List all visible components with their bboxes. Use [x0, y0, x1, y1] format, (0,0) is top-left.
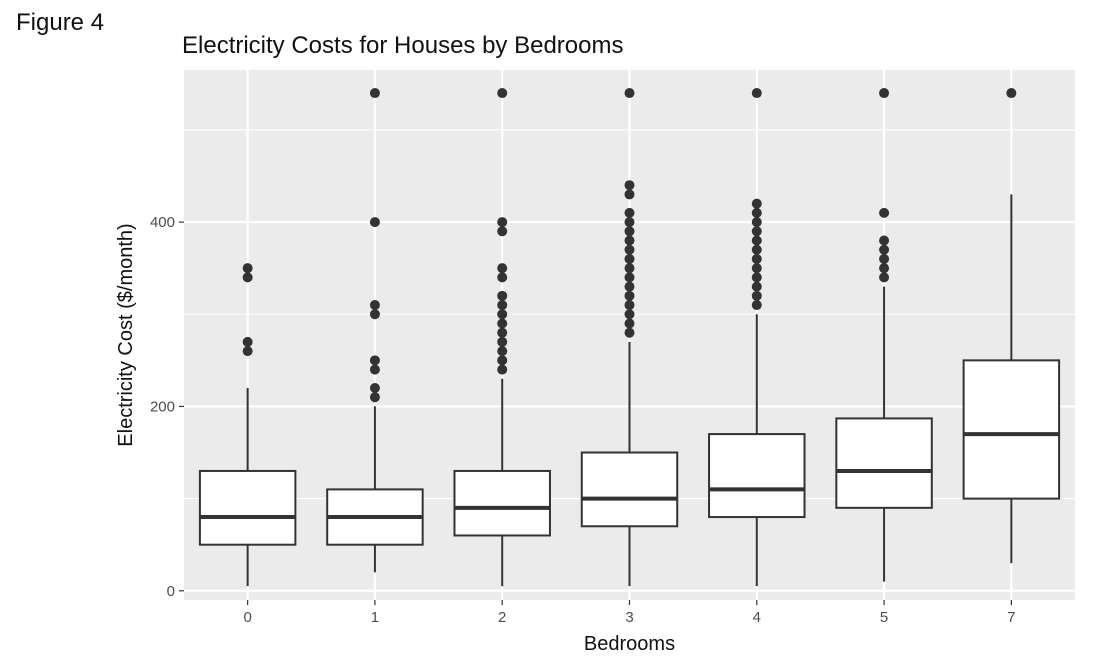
outlier-point: [497, 290, 508, 301]
x-tick-label: 4: [753, 609, 761, 626]
x-tick-label: 2: [498, 609, 506, 626]
outlier-point: [369, 392, 380, 403]
outlier-point: [624, 226, 635, 237]
outlier-point: [879, 88, 890, 99]
box-group-7: [962, 88, 1061, 564]
outlier-point: [751, 217, 762, 228]
box-group-2: [453, 88, 551, 587]
outlier-point: [242, 336, 253, 347]
outlier-point: [497, 88, 508, 99]
iqr-box: [198, 469, 297, 546]
outlier-point: [751, 253, 762, 264]
outlier-point: [751, 281, 762, 292]
outlier-point: [624, 327, 635, 338]
outlier-point: [751, 88, 762, 99]
outlier-point: [624, 189, 635, 200]
outlier-point: [242, 263, 253, 274]
iqr-box: [835, 417, 933, 509]
y-tick-label: 400: [150, 214, 175, 231]
outlier-point: [879, 235, 890, 246]
x-tick-label: 0: [243, 609, 251, 626]
y-axis-title: Electricity Cost ($/month): [115, 223, 137, 446]
outlier-point: [624, 300, 635, 311]
outlier-point: [751, 207, 762, 218]
x-axis-ticks: 0 1 2 3 4 5 7: [243, 600, 1016, 626]
iqr-box: [453, 469, 551, 537]
outlier-point: [879, 207, 890, 218]
outlier-point: [624, 263, 635, 274]
box-group-4: [708, 88, 806, 587]
outlier-point: [751, 226, 762, 237]
outlier-point: [497, 226, 508, 237]
x-tick-label: 1: [371, 609, 379, 626]
outlier-point: [751, 198, 762, 209]
outlier-point: [879, 244, 890, 255]
x-tick-label: 5: [880, 609, 888, 626]
outlier-point: [751, 272, 762, 283]
outlier-point: [369, 309, 380, 320]
outlier-point: [242, 272, 253, 283]
box-group-3: [580, 88, 679, 587]
outlier-point: [497, 263, 508, 274]
outlier-point: [624, 235, 635, 246]
outlier-point: [497, 217, 508, 228]
figure-label: Figure 4: [16, 9, 105, 36]
outlier-point: [497, 327, 508, 338]
iqr-box: [962, 359, 1061, 500]
y-tick-label: 0: [167, 583, 175, 600]
iqr-box: [708, 433, 806, 519]
y-tick-label: 200: [150, 398, 175, 415]
outlier-point: [369, 88, 380, 99]
outlier-point: [624, 290, 635, 301]
outlier-point: [369, 364, 380, 375]
outlier-point: [497, 336, 508, 347]
outlier-point: [624, 217, 635, 228]
outlier-point: [751, 290, 762, 301]
x-axis-title: Bedrooms: [584, 633, 675, 655]
outlier-point: [624, 253, 635, 264]
box-group-5: [835, 88, 933, 582]
outlier-point: [497, 364, 508, 375]
box-group-1: [326, 88, 424, 573]
outlier-point: [751, 235, 762, 246]
outlier-point: [624, 318, 635, 329]
outlier-point: [624, 88, 635, 99]
outlier-point: [497, 346, 508, 357]
outlier-point: [624, 281, 635, 292]
outlier-point: [369, 217, 380, 228]
outlier-point: [624, 272, 635, 283]
x-tick-label: 7: [1007, 609, 1015, 626]
chart-title: Electricity Costs for Houses by Bedrooms: [182, 32, 623, 59]
outlier-point: [879, 272, 890, 283]
y-axis-ticks: 0 200 400: [150, 214, 184, 600]
x-tick-label: 3: [625, 609, 633, 626]
outlier-point: [497, 355, 508, 366]
outlier-point: [242, 346, 253, 357]
outlier-point: [624, 309, 635, 320]
outlier-point: [497, 272, 508, 283]
outlier-point: [751, 300, 762, 311]
outlier-point: [497, 309, 508, 320]
outlier-point: [879, 253, 890, 264]
outlier-point: [624, 244, 635, 255]
outlier-point: [369, 355, 380, 366]
outlier-point: [497, 318, 508, 329]
outlier-point: [751, 244, 762, 255]
outlier-point: [369, 383, 380, 393]
outlier-point: [1006, 88, 1017, 99]
outlier-point: [369, 300, 380, 311]
iqr-box: [580, 451, 679, 528]
box-series: [198, 88, 1061, 587]
outlier-point: [751, 263, 762, 274]
outlier-point: [497, 300, 508, 311]
outlier-point: [624, 180, 635, 191]
box-group-0: [198, 263, 297, 587]
outlier-point: [879, 263, 890, 274]
outlier-point: [624, 207, 635, 218]
